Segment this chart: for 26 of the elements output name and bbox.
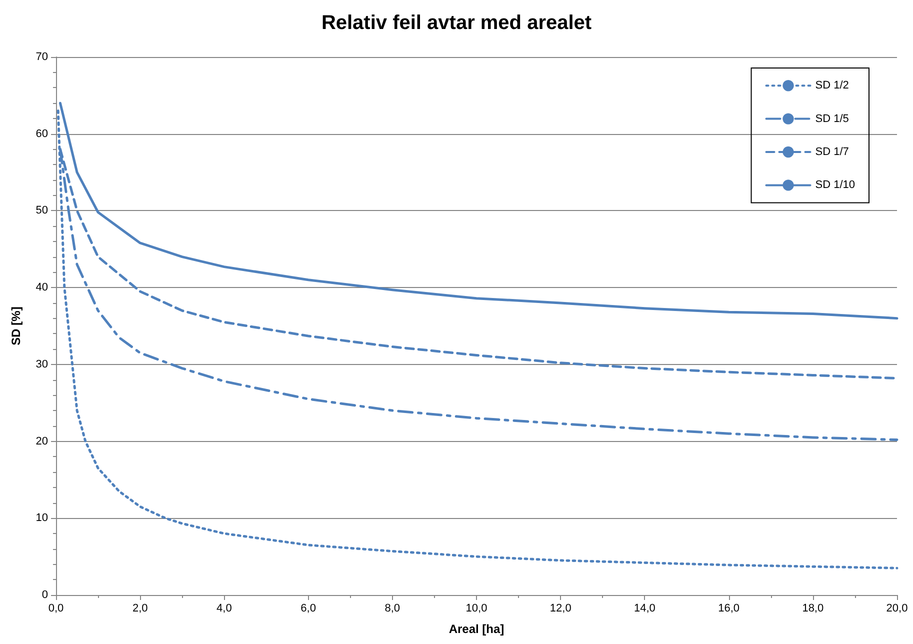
y-tick-label: 50: [36, 204, 48, 217]
x-axis-title: Areal [ha]: [448, 622, 504, 636]
y-tick-label: 10: [36, 512, 48, 524]
legend-label: SD 1/2: [815, 80, 849, 92]
x-tick-label: 0,0: [48, 602, 64, 614]
chart-title: Relativ feil avtar med arealet: [321, 12, 592, 34]
x-tick-label: 20,0: [886, 602, 908, 614]
y-axis-title: SD [%]: [9, 306, 23, 346]
y-tick-label: 60: [36, 128, 48, 140]
x-tick-label: 2,0: [132, 602, 148, 614]
y-tick-label: 30: [36, 358, 48, 370]
x-tick-label: 12,0: [550, 602, 572, 614]
legend-label: SD 1/7: [815, 146, 849, 158]
y-tick-label: 0: [42, 589, 48, 601]
x-tick-label: 16,0: [718, 602, 740, 614]
legend-label: SD 1/10: [815, 179, 856, 192]
x-tick-label: 8,0: [384, 602, 400, 614]
y-tick-label: 40: [36, 282, 48, 294]
x-tick-label: 14,0: [634, 602, 656, 614]
x-tick-label: 6,0: [300, 602, 316, 614]
y-tick-label: 70: [36, 51, 48, 63]
y-tick-label: 20: [36, 435, 48, 448]
legend-label: SD 1/5: [815, 112, 849, 125]
x-tick-label: 4,0: [216, 602, 232, 614]
x-tick-label: 10,0: [466, 602, 488, 614]
x-tick-label: 18,0: [802, 602, 824, 614]
